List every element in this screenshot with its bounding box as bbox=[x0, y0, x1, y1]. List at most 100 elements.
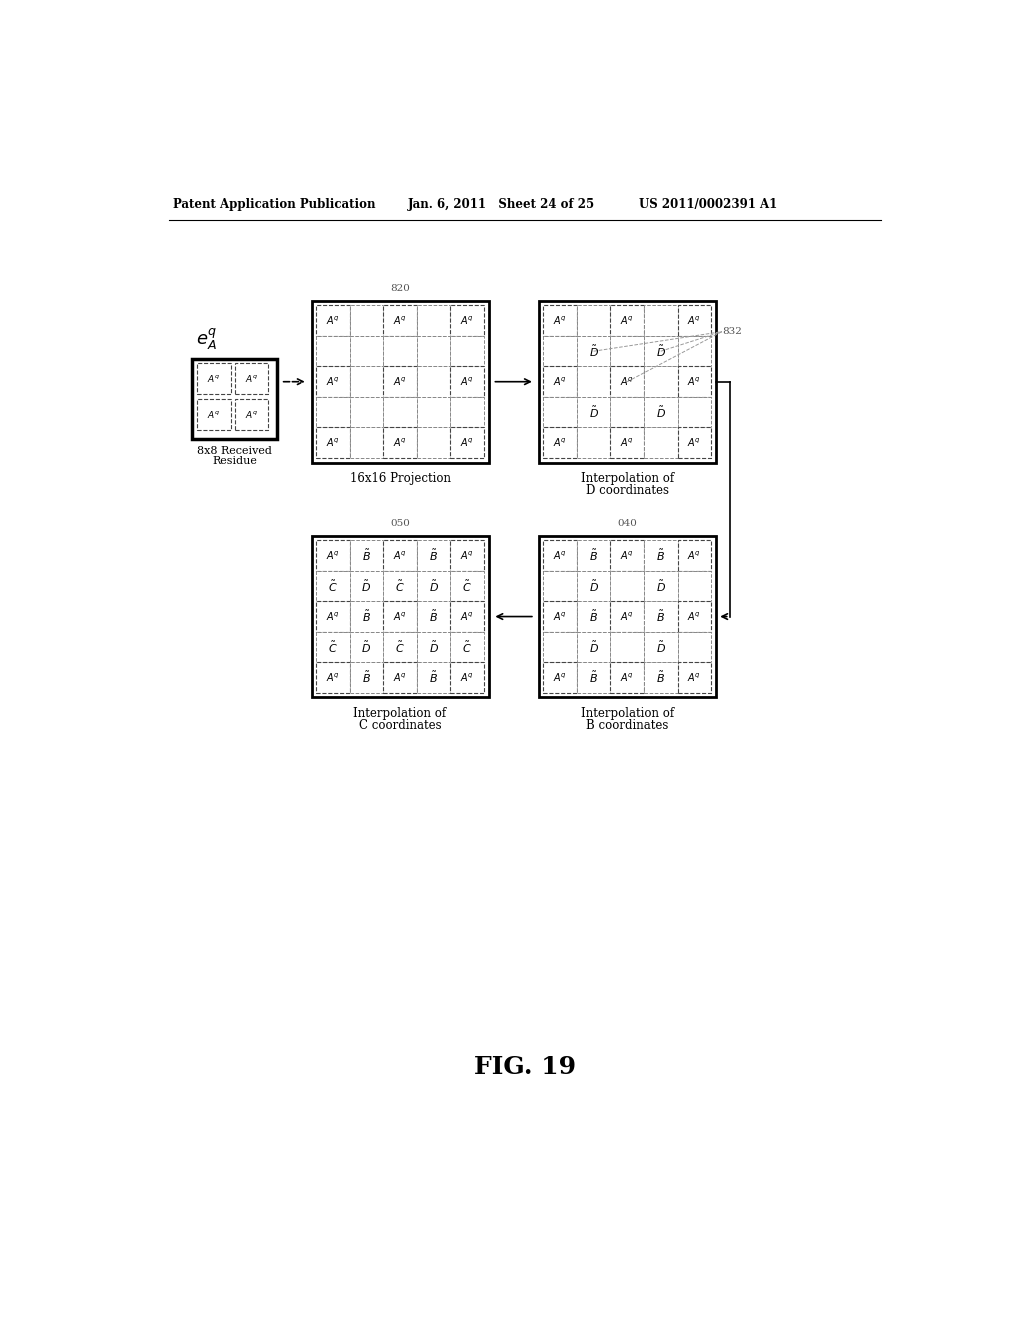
Text: $A^q$: $A^q$ bbox=[326, 672, 340, 684]
Bar bbox=[383, 663, 417, 693]
Bar bbox=[610, 632, 644, 663]
Bar bbox=[644, 540, 678, 570]
Bar bbox=[644, 663, 678, 693]
Text: $A^q$: $A^q$ bbox=[393, 375, 408, 388]
Bar bbox=[678, 663, 711, 693]
Bar bbox=[316, 570, 350, 602]
Text: $A^q$: $A^q$ bbox=[621, 375, 634, 388]
Text: $A^q$: $A^q$ bbox=[207, 374, 220, 384]
Text: C coordinates: C coordinates bbox=[358, 719, 441, 733]
Bar bbox=[417, 337, 451, 367]
Bar bbox=[451, 602, 484, 632]
Bar bbox=[577, 570, 610, 602]
Text: $A^q$: $A^q$ bbox=[460, 437, 474, 449]
Bar bbox=[544, 428, 577, 458]
Text: $\tilde{B}$: $\tilde{B}$ bbox=[362, 609, 371, 624]
Bar bbox=[417, 540, 451, 570]
Text: $\tilde{B}$: $\tilde{B}$ bbox=[656, 671, 666, 685]
Bar bbox=[350, 602, 383, 632]
Bar bbox=[417, 602, 451, 632]
Bar bbox=[577, 632, 610, 663]
Bar bbox=[544, 305, 577, 337]
Bar bbox=[644, 367, 678, 397]
Bar bbox=[644, 305, 678, 337]
Text: $\tilde{D}$: $\tilde{D}$ bbox=[429, 639, 438, 655]
Text: US 2011/0002391 A1: US 2011/0002391 A1 bbox=[639, 198, 777, 211]
Bar bbox=[417, 305, 451, 337]
Text: $A^q$: $A^q$ bbox=[393, 314, 408, 327]
Text: $\tilde{D}$: $\tilde{D}$ bbox=[655, 343, 666, 359]
Text: $A^q$: $A^q$ bbox=[326, 314, 340, 327]
Bar bbox=[350, 663, 383, 693]
Text: $\tilde{D}$: $\tilde{D}$ bbox=[589, 405, 599, 420]
Bar bbox=[610, 570, 644, 602]
Bar bbox=[644, 602, 678, 632]
Bar bbox=[451, 663, 484, 693]
Text: $A^q$: $A^q$ bbox=[621, 314, 634, 327]
Text: Interpolation of: Interpolation of bbox=[581, 471, 674, 484]
Text: $\tilde{D}$: $\tilde{D}$ bbox=[655, 578, 666, 594]
Text: $A^q$: $A^q$ bbox=[460, 672, 474, 684]
Bar bbox=[577, 602, 610, 632]
Bar bbox=[610, 397, 644, 428]
Bar bbox=[316, 540, 350, 570]
Text: $A^q$: $A^q$ bbox=[553, 672, 567, 684]
Text: 8x8 Received: 8x8 Received bbox=[197, 446, 272, 455]
Bar bbox=[610, 367, 644, 397]
Text: $A^q$: $A^q$ bbox=[460, 375, 474, 388]
Bar bbox=[577, 540, 610, 570]
Bar bbox=[539, 536, 716, 697]
Bar bbox=[383, 570, 417, 602]
Bar bbox=[678, 305, 711, 337]
Bar bbox=[350, 305, 383, 337]
Text: $A^q$: $A^q$ bbox=[621, 610, 634, 623]
Bar bbox=[544, 337, 577, 367]
Bar bbox=[383, 337, 417, 367]
Text: $\tilde{C}$: $\tilde{C}$ bbox=[463, 578, 472, 594]
Text: $A^q$: $A^q$ bbox=[687, 610, 701, 623]
Text: $\tilde{B}$: $\tilde{B}$ bbox=[589, 671, 598, 685]
Text: $\tilde{C}$: $\tilde{C}$ bbox=[463, 639, 472, 655]
Bar bbox=[577, 397, 610, 428]
Text: $\tilde{B}$: $\tilde{B}$ bbox=[656, 609, 666, 624]
Text: $A^q$: $A^q$ bbox=[621, 549, 634, 562]
Bar bbox=[350, 337, 383, 367]
Text: $A^q$: $A^q$ bbox=[207, 409, 220, 420]
Bar bbox=[577, 428, 610, 458]
Text: $\tilde{C}$: $\tilde{C}$ bbox=[395, 578, 404, 594]
Bar bbox=[417, 397, 451, 428]
Text: $A^q$: $A^q$ bbox=[393, 549, 408, 562]
Bar bbox=[544, 632, 577, 663]
Bar bbox=[644, 428, 678, 458]
Bar bbox=[678, 540, 711, 570]
Text: $A^q$: $A^q$ bbox=[460, 549, 474, 562]
Text: $A^q$: $A^q$ bbox=[393, 672, 408, 684]
Text: $A^q$: $A^q$ bbox=[687, 314, 701, 327]
Bar bbox=[197, 363, 230, 395]
Text: $A^q$: $A^q$ bbox=[553, 375, 567, 388]
Bar bbox=[383, 602, 417, 632]
Bar bbox=[451, 540, 484, 570]
Bar bbox=[539, 301, 716, 462]
Text: $A^q$: $A^q$ bbox=[326, 610, 340, 623]
Bar bbox=[383, 397, 417, 428]
Text: $A^q$: $A^q$ bbox=[687, 437, 701, 449]
Text: 820: 820 bbox=[390, 284, 410, 293]
Text: $A^q$: $A^q$ bbox=[245, 374, 258, 384]
Bar bbox=[544, 570, 577, 602]
Text: $A^q$: $A^q$ bbox=[326, 549, 340, 562]
Text: $\tilde{B}$: $\tilde{B}$ bbox=[429, 548, 438, 564]
Bar bbox=[451, 632, 484, 663]
Bar bbox=[451, 367, 484, 397]
Bar bbox=[417, 632, 451, 663]
Text: $A^q$: $A^q$ bbox=[553, 314, 567, 327]
Bar bbox=[311, 536, 488, 697]
Text: $\tilde{D}$: $\tilde{D}$ bbox=[429, 578, 438, 594]
Bar bbox=[451, 570, 484, 602]
Bar bbox=[678, 367, 711, 397]
Bar bbox=[610, 337, 644, 367]
Bar bbox=[678, 632, 711, 663]
Text: 050: 050 bbox=[390, 519, 410, 528]
Text: Residue: Residue bbox=[212, 457, 257, 466]
Bar bbox=[544, 367, 577, 397]
